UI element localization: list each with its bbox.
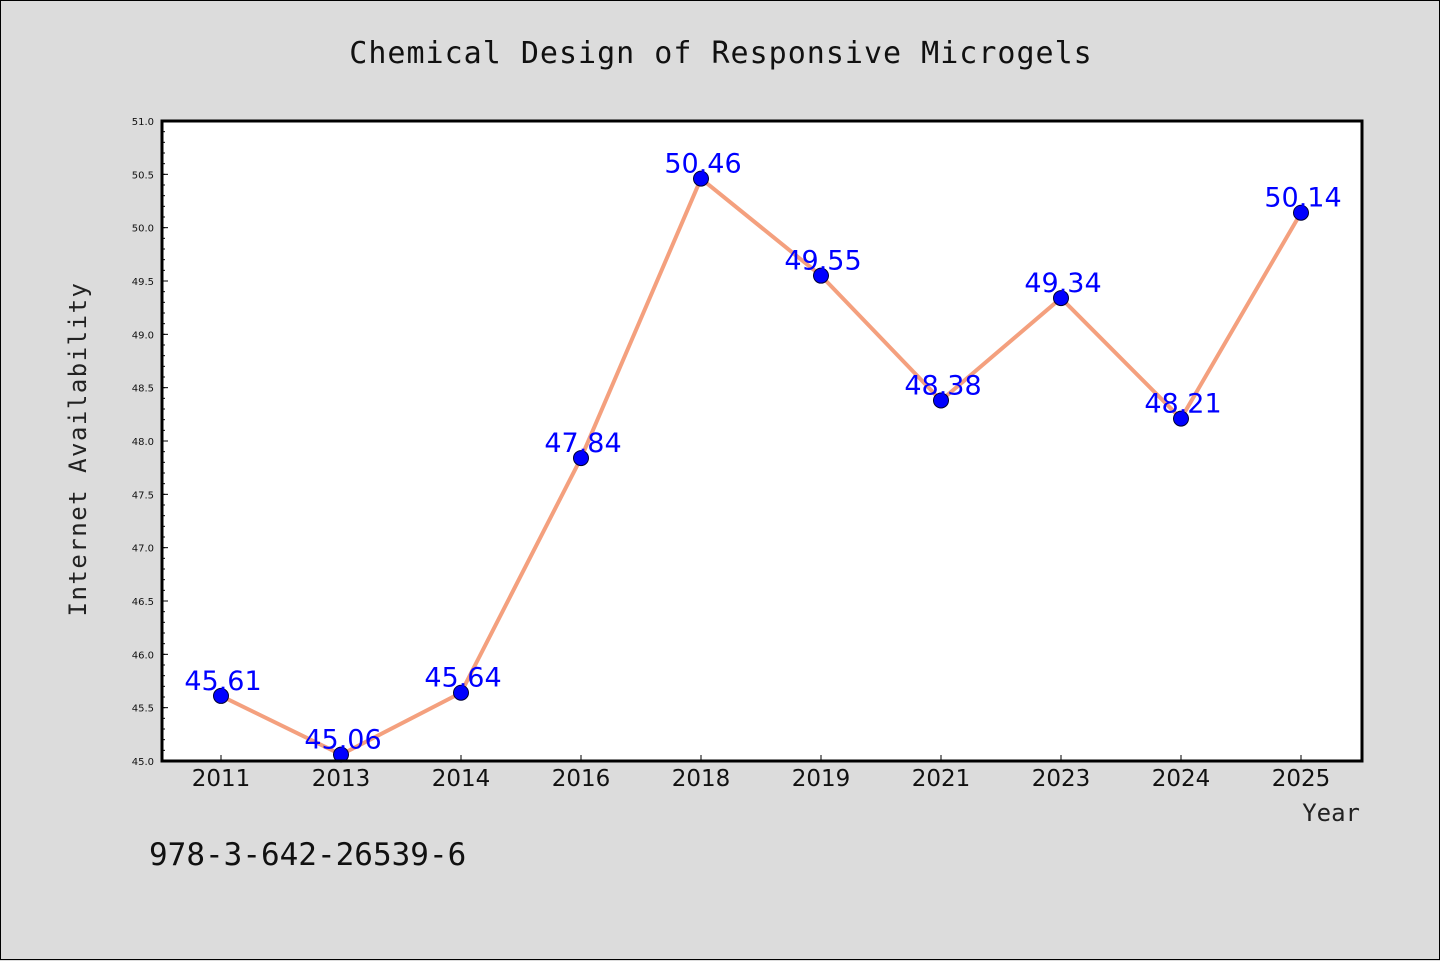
y-tick-label: 46.5 xyxy=(132,597,154,608)
x-tick-label: 2013 xyxy=(312,766,371,792)
data-point xyxy=(933,392,949,409)
data-label: 45.64 xyxy=(424,663,501,694)
series-line xyxy=(219,176,1303,757)
x-tick-label: 2019 xyxy=(792,766,851,792)
data-label: 50.46 xyxy=(664,149,741,180)
y-tick-label: 46.0 xyxy=(132,650,154,661)
data-point xyxy=(1173,410,1189,427)
y-tick-label: 47.0 xyxy=(132,544,154,555)
y-tick-label: 51.0 xyxy=(132,117,154,128)
y-tick-label: 50.5 xyxy=(132,170,154,181)
chart-title: Chemical Design of Responsive Microgels xyxy=(349,36,1092,71)
x-tick-label: 2021 xyxy=(912,766,971,792)
x-tick-label: 2025 xyxy=(1272,766,1331,792)
data-label: 45.61 xyxy=(184,666,261,697)
x-tick-label: 2024 xyxy=(1152,766,1211,792)
data-point xyxy=(693,170,709,187)
x-tick-label: 2011 xyxy=(192,766,251,792)
series-markers xyxy=(213,170,1309,763)
isbn-text: 978-3-642-26539-6 xyxy=(149,837,466,873)
data-point xyxy=(1053,290,1069,307)
data-label: 48.38 xyxy=(904,370,981,401)
x-tick-label: 2014 xyxy=(432,766,491,792)
plot-area xyxy=(162,121,1362,761)
y-tick-label: 47.5 xyxy=(132,490,154,501)
data-label: 49.34 xyxy=(1024,268,1101,299)
data-label: 45.06 xyxy=(304,725,381,756)
y-tick-label: 45.5 xyxy=(132,704,154,715)
data-label: 47.84 xyxy=(544,428,621,459)
x-axis: 2011 2013 2014 2016 2018 2019 2021 2023 2024 2025 xyxy=(192,755,1331,792)
data-label: 50.14 xyxy=(1264,183,1341,214)
y-tick-label: 49.0 xyxy=(132,330,154,341)
y-tick-label: 45.0 xyxy=(132,757,154,768)
data-point xyxy=(1293,204,1309,221)
data-point xyxy=(573,450,589,467)
data-point xyxy=(813,267,829,284)
y-tick-label: 48.5 xyxy=(132,384,154,395)
data-label: 49.55 xyxy=(784,246,861,277)
y-axis-label: Internet Availability xyxy=(64,282,92,617)
x-axis-label: Year xyxy=(1302,799,1360,827)
x-tick-label: 2023 xyxy=(1032,766,1091,792)
data-point xyxy=(213,687,229,704)
x-tick-label: 2016 xyxy=(552,766,611,792)
y-tick-label: 50.0 xyxy=(132,224,154,235)
x-tick-label: 2018 xyxy=(672,766,731,792)
data-labels: 45.61 45.06 45.64 47.84 50.46 49.55 48.38 49.34… xyxy=(184,149,1341,756)
y-tick-label: 49.5 xyxy=(132,277,154,288)
plot-border xyxy=(160,119,1364,763)
data-label: 48.21 xyxy=(1144,389,1221,420)
data-point xyxy=(453,684,469,701)
y-tick-label: 48.0 xyxy=(132,437,154,448)
